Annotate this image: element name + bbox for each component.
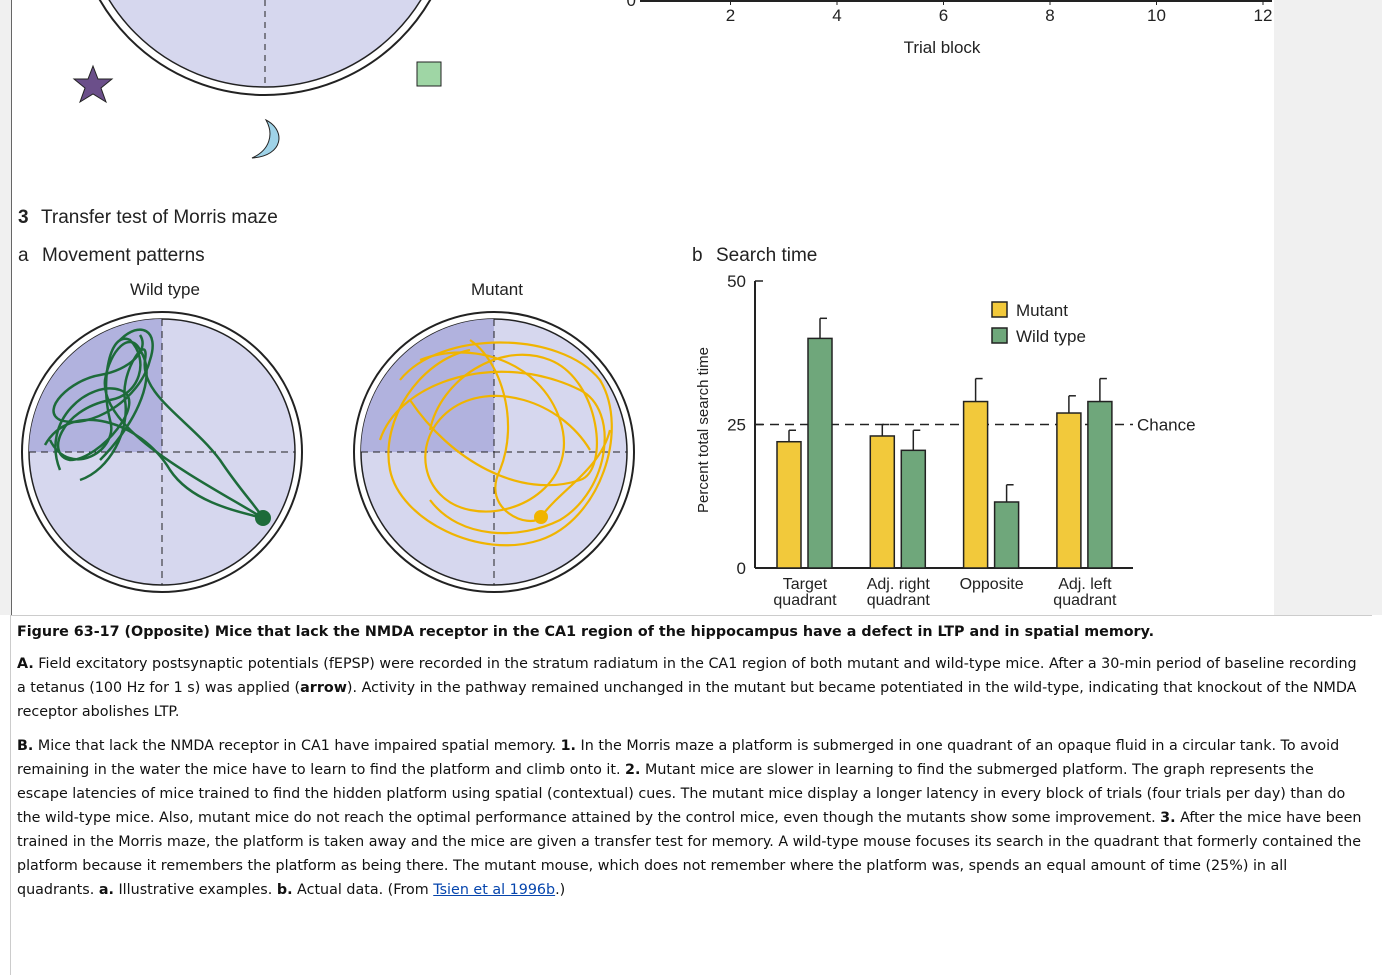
x-tick-label: Opposite (959, 576, 1024, 593)
x-tick-label: Adj. left quadrant (1053, 576, 1117, 609)
caption-text: Field excitatory postsynaptic potentials… (17, 656, 1357, 696)
caption-text: 2. (625, 762, 641, 778)
caption-paragraph: A. Field excitatory postsynaptic potenti… (17, 652, 1366, 724)
maze-rim (98, 0, 432, 96)
x-tick-label: Target quadrant (773, 576, 837, 609)
bar (807, 337, 833, 569)
panel-letter: a (18, 245, 29, 266)
bar (900, 449, 927, 569)
caption-text: After the mice have been trained in the … (17, 810, 1362, 898)
panel-number: 3 (18, 207, 29, 228)
caption-title: Figure 63-17 (Opposite) Mice that lack t… (17, 624, 1155, 640)
bar (962, 400, 989, 569)
x-axis-label: Trial block (904, 38, 981, 57)
caption-text: .) (555, 882, 566, 898)
chart-title: Search time (716, 245, 817, 266)
caption-text: Mice that lack the NMDA receptor in CA1 … (33, 738, 561, 754)
square-cue (416, 61, 442, 87)
caption-text: arrow (300, 680, 347, 696)
maze-mutant (353, 311, 635, 593)
legend-label: Mutant (1016, 301, 1068, 320)
x-tick-label: 6 (939, 6, 948, 25)
caption-text: b. (276, 882, 293, 898)
caption-text: In the Morris maze a platform is submerg… (17, 738, 1340, 778)
caption-text: Illustrative examples. (113, 882, 277, 898)
caption-text: A. (17, 656, 34, 672)
y-axis-label: Percent total search time (695, 347, 712, 513)
maze-pool (108, 0, 422, 88)
caption-text: a. (98, 882, 114, 898)
x-tick-label: 2 (726, 6, 735, 25)
bar (776, 440, 802, 569)
bar (1056, 412, 1082, 569)
caption-text: 3. (1160, 810, 1176, 826)
panel-title: Transfer test of Morris maze (41, 207, 278, 228)
caption-text: Actual data. (From (292, 882, 434, 898)
y-tick-label: 0 (737, 559, 746, 578)
caption-text: ). Activity in the pathway remained unch… (17, 680, 1357, 720)
caption-text: 1. (560, 738, 576, 754)
panel-title: Movement patterns (42, 245, 205, 266)
reference-link[interactable]: Tsien et al 1996b (433, 882, 556, 898)
y-tick-label: 25 (727, 416, 746, 435)
bar (1087, 400, 1113, 569)
legend-swatch (991, 301, 1008, 318)
reference-label: Chance (1137, 416, 1196, 435)
star-cue (72, 64, 114, 104)
figure: 3 Transfer test of Morris maze a Movemen… (18, 0, 1273, 593)
caption-text: B. (17, 738, 34, 754)
x-tick-label: 10 (1147, 6, 1166, 25)
x-tick-label: 4 (832, 6, 841, 25)
caption-paragraph: B. Mice that lack the NMDA receptor in C… (17, 734, 1366, 902)
maze-wild-type (21, 311, 303, 593)
y-tick-label: 0 (627, 0, 636, 10)
maze-label: Wild type (130, 280, 200, 299)
caption: Figure 63-17 (Opposite) Mice that lack t… (10, 615, 1372, 975)
figure-area: 3 Transfer test of Morris maze a Movemen… (0, 0, 1382, 615)
y-tick-label: 50 (727, 272, 746, 291)
bar (993, 501, 1020, 569)
x-tick-label: Adj. right quadrant (866, 576, 930, 609)
x-tick-label: 8 (1045, 6, 1054, 25)
bar (869, 435, 896, 569)
legend-swatch (991, 327, 1008, 344)
legend-label: Wild type (1016, 327, 1086, 346)
panel-letter: b (692, 245, 703, 266)
caption-text: Mutant mice are slower in learning to fi… (17, 762, 1346, 826)
x-tick-label: 12 (1254, 6, 1273, 25)
moon-cue (251, 118, 280, 159)
maze-label: Mutant (471, 280, 523, 299)
